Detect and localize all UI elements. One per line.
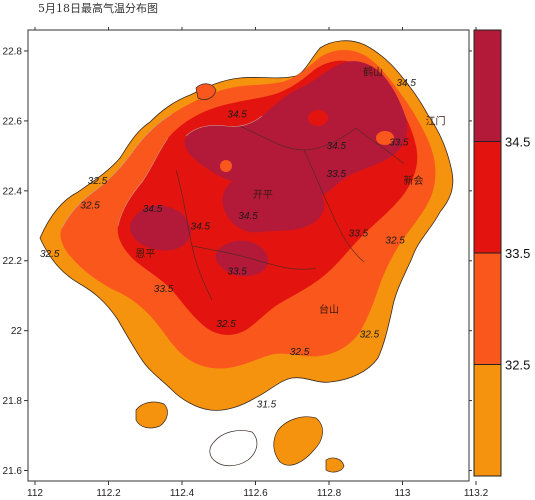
x-tick-label: 112.6: [243, 488, 268, 499]
colorbar-tick-label: 33.5: [505, 246, 530, 261]
y-tick-label: 22.4: [3, 186, 23, 197]
contour-label: 32.5: [80, 200, 100, 211]
island-east-small: [325, 457, 345, 473]
island-east-large: [273, 416, 323, 466]
place-label: 开平: [253, 190, 273, 201]
contour-label: 34.5: [191, 221, 211, 232]
x-tick-label: 112.8: [317, 488, 342, 499]
colorbar-tick-label: 34.5: [505, 135, 530, 150]
contour-label: 33.5: [327, 169, 347, 180]
x-tick-label: 112.2: [96, 488, 121, 499]
map-title: 5月18日最高气温分布图: [38, 1, 158, 15]
contour-lines: [61, 113, 263, 229]
place-label: 江门: [426, 114, 446, 127]
contour-label: 32.5: [290, 347, 310, 358]
boundary-heshan: [239, 125, 357, 151]
y-tick-label: 22.6: [3, 116, 23, 127]
contour-label: 32.5: [88, 176, 108, 187]
island-xiachuan: [209, 430, 258, 467]
contour-32-5: [61, 113, 173, 229]
boundary-kaiping-taishan: [191, 245, 317, 270]
islands: [135, 83, 345, 473]
plot-area: 34.5 34.5 34.5 34.5 34.5 34.5 33.5 33.5 33.5 33.5…: [39, 40, 454, 473]
cool-spot-west: [220, 160, 232, 172]
contour-34-5: [185, 115, 263, 137]
contour-label: 31.5: [257, 400, 277, 411]
contour-label: 34.5: [396, 78, 416, 89]
x-tick-label: 113.2: [464, 488, 489, 499]
y-tick-label: 22: [11, 326, 23, 337]
place-label: 鹤山: [363, 65, 383, 78]
contour-labels: 34.5 34.5 34.5 34.5 34.5 34.5 33.5 33.5 33.5 33.5…: [40, 78, 416, 411]
colorbar-swatch: [474, 141, 501, 253]
y-axis: 22.8 22.6 22.4 22.2 22 21.8 21.6: [3, 46, 472, 477]
temperature-field: [39, 40, 454, 411]
county-boundaries: [175, 125, 405, 301]
place-label: 台山: [319, 303, 339, 316]
band-above-34-5-south: [215, 240, 269, 277]
contour-label: 32.5: [360, 330, 380, 341]
cool-spot-east: [376, 131, 394, 145]
y-tick-label: 22.2: [3, 256, 23, 267]
boundary-xinhui: [303, 149, 365, 263]
colorbar-swatch: [474, 30, 501, 142]
boundary-enping-kaiping: [175, 169, 213, 301]
x-tick-label: 112: [27, 488, 43, 499]
place-label: 恩平: [135, 248, 155, 260]
colorbar-swatch: [474, 253, 501, 365]
contour-label: 32.5: [40, 249, 60, 260]
band-above-34-5-central: [222, 170, 325, 233]
x-tick-label: 112.4: [170, 488, 195, 499]
contour-label: 33.5: [349, 228, 369, 239]
y-tick-label: 21.8: [3, 396, 23, 407]
island-shangchuan: [135, 401, 168, 429]
band-above-34-5-west: [129, 205, 191, 251]
contour-label: 32.5: [216, 319, 236, 330]
cool-spot-north: [308, 110, 328, 126]
contour-33-5: [117, 137, 169, 227]
colorbar-swatch: [474, 364, 501, 476]
x-tick-label: 113: [395, 488, 411, 499]
colorbar-tick-label: 32.5: [505, 358, 530, 373]
contour-label: 34.5: [238, 211, 258, 222]
contour-label: 33.5: [227, 267, 247, 278]
contour-label: 34.5: [143, 204, 163, 215]
contour-label: 34.5: [227, 109, 247, 120]
contour-label: 32.5: [385, 235, 405, 246]
contour-label: 34.5: [327, 141, 347, 152]
y-tick-label: 21.6: [3, 466, 23, 477]
place-label: 新会: [404, 174, 424, 187]
boundary-jiangmen: [355, 127, 405, 165]
island-north-small: [195, 83, 217, 100]
contour-label: 33.5: [389, 137, 409, 148]
colorbar: 34.5 33.5 32.5: [473, 29, 530, 477]
contour-label: 33.5: [154, 284, 174, 295]
x-axis: 112 112.2 112.4 112.6 112.8 113 113.2: [27, 27, 489, 499]
band-above-34-5-north: [184, 61, 408, 201]
y-tick-label: 22.8: [3, 46, 23, 57]
